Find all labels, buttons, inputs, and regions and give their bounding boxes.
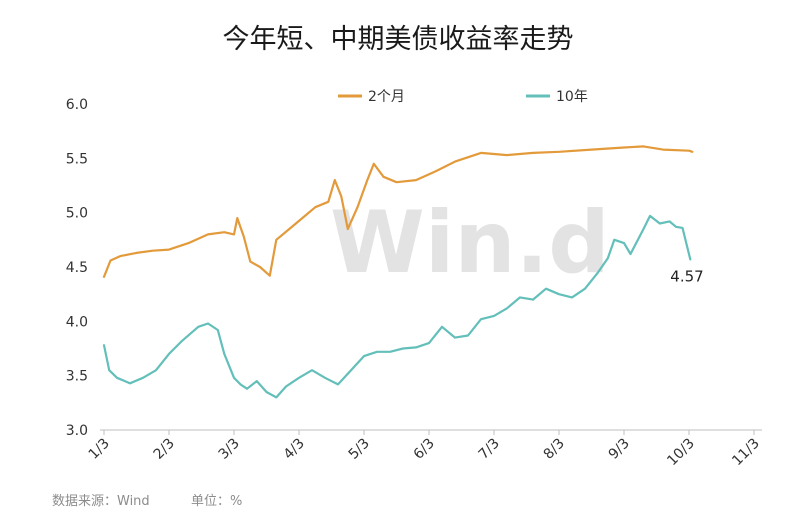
- x-tick-label: 4/3: [281, 436, 308, 463]
- x-tick-label: 11/3: [729, 436, 763, 470]
- x-tick-label: 7/3: [476, 436, 503, 463]
- y-tick-label: 6.0: [66, 97, 88, 113]
- legend-label: 10年: [556, 89, 588, 105]
- x-tick-label: 6/3: [411, 436, 438, 463]
- y-tick-label: 4.0: [66, 314, 88, 330]
- legend-label: 2个月: [368, 89, 405, 105]
- y-tick-label: 3.5: [66, 369, 88, 385]
- annotations: 4.57: [670, 267, 703, 285]
- y-tick-label: 4.5: [66, 260, 88, 276]
- y-tick-label: 5.0: [66, 206, 88, 222]
- wind-watermark: Win.d: [330, 193, 610, 293]
- y-tick-label: 3.0: [66, 423, 88, 439]
- chart-title: 今年短、中期美债收益率走势: [223, 24, 574, 55]
- x-tick-label: 1/3: [86, 436, 113, 463]
- y-tick-label: 5.5: [66, 151, 88, 167]
- watermark-layer: Win.d: [330, 193, 610, 293]
- plot-area: [102, 145, 694, 399]
- x-tick-label: 10/3: [664, 436, 698, 470]
- series-line-2m: [102, 145, 694, 278]
- x-tick-label: 5/3: [346, 436, 373, 463]
- end-value-label: 4.57: [670, 267, 703, 285]
- x-tick-label: 3/3: [216, 436, 243, 463]
- x-axis: 1/3 2/3 3/3 4/3 5/3 6/3 7/3 8/3 9/3 10/3 11/3: [86, 429, 763, 470]
- x-tick-label: 2/3: [151, 436, 178, 463]
- x-tick-label: 9/3: [606, 436, 633, 463]
- unit-note: 单位：%: [191, 494, 242, 509]
- series-line-10y: [102, 214, 692, 399]
- y-axis: 6.0 5.5 5.0 4.5 4.0 3.5 3.0: [66, 97, 88, 439]
- legend: 2个月 10年: [338, 89, 588, 105]
- x-tick-label: 8/3: [541, 436, 568, 463]
- source-note: 数据来源：Wind: [52, 494, 150, 509]
